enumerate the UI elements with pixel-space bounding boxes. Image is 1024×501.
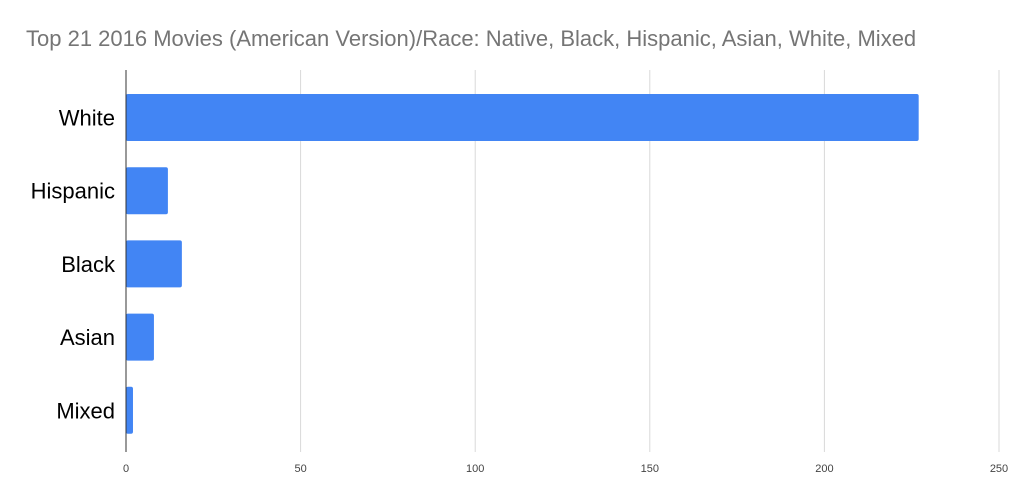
bar-asian (126, 313, 154, 361)
x-tick-label: 250 (990, 463, 1008, 475)
category-label-mixed: Mixed (56, 398, 115, 423)
category-label-black: Black (61, 252, 116, 277)
x-tick-label: 100 (466, 463, 484, 475)
bar-black (126, 240, 182, 288)
x-tick-label: 50 (294, 463, 306, 475)
x-tick-label: 150 (641, 463, 659, 475)
category-label-asian: Asian (60, 325, 115, 350)
x-tick-label: 0 (123, 463, 129, 475)
category-label-hispanic: Hispanic (31, 179, 115, 204)
x-tick-labels: 0 50 100 150 200 250 (123, 463, 1008, 475)
chart-title: Top 21 2016 Movies (American Version)/Ra… (26, 26, 917, 51)
category-label-white: White (59, 106, 115, 131)
category-labels: White Hispanic Black Asian Mixed (31, 106, 116, 424)
bar-hispanic (126, 167, 168, 215)
x-tick-label: 200 (815, 463, 833, 475)
bars (126, 94, 919, 434)
bar-mixed (126, 386, 133, 434)
bar-white (126, 94, 919, 141)
